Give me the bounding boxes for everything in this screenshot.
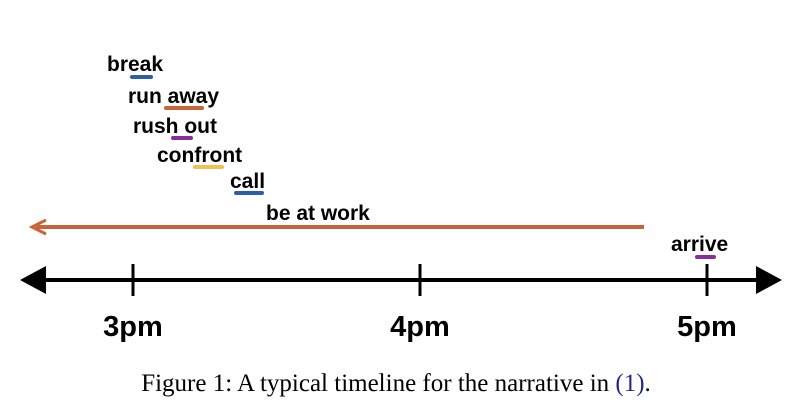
long-event-be-at-work: be at work bbox=[28, 202, 644, 236]
tick-label-5pm: 5pm bbox=[677, 311, 737, 343]
be-at-work-label: be at work bbox=[266, 202, 370, 225]
caption-text: Figure 1: A typical timeline for the nar… bbox=[141, 370, 616, 397]
event-call: call bbox=[230, 170, 265, 195]
event-label-arrive: arrive bbox=[671, 233, 728, 256]
event-rush-out: rush out bbox=[133, 115, 217, 140]
tick-label-3pm: 3pm bbox=[103, 311, 163, 343]
event-label-rush-out: rush out bbox=[133, 115, 217, 138]
event-label-run-away: run away bbox=[128, 85, 219, 108]
event-label-call: call bbox=[230, 170, 265, 193]
be-at-work-arrowhead bbox=[28, 218, 47, 236]
event-label-break: break bbox=[107, 53, 163, 76]
event-run-away: run away bbox=[128, 85, 219, 110]
event-arrive: arrive bbox=[671, 233, 728, 259]
event-confront: confront bbox=[157, 144, 242, 169]
axis-right-arrowhead bbox=[756, 266, 782, 294]
tick-label-4pm: 4pm bbox=[390, 311, 450, 343]
event-label-confront: confront bbox=[157, 144, 242, 167]
event-break: break bbox=[107, 53, 163, 79]
caption-period: . bbox=[644, 370, 651, 397]
axis-left-arrowhead bbox=[20, 266, 46, 294]
caption-reference-link[interactable]: (1) bbox=[615, 370, 645, 397]
time-axis: 3pm 4pm 5pm bbox=[20, 264, 782, 343]
figure-caption: Figure 1: A typical timeline for the nar… bbox=[0, 370, 792, 398]
